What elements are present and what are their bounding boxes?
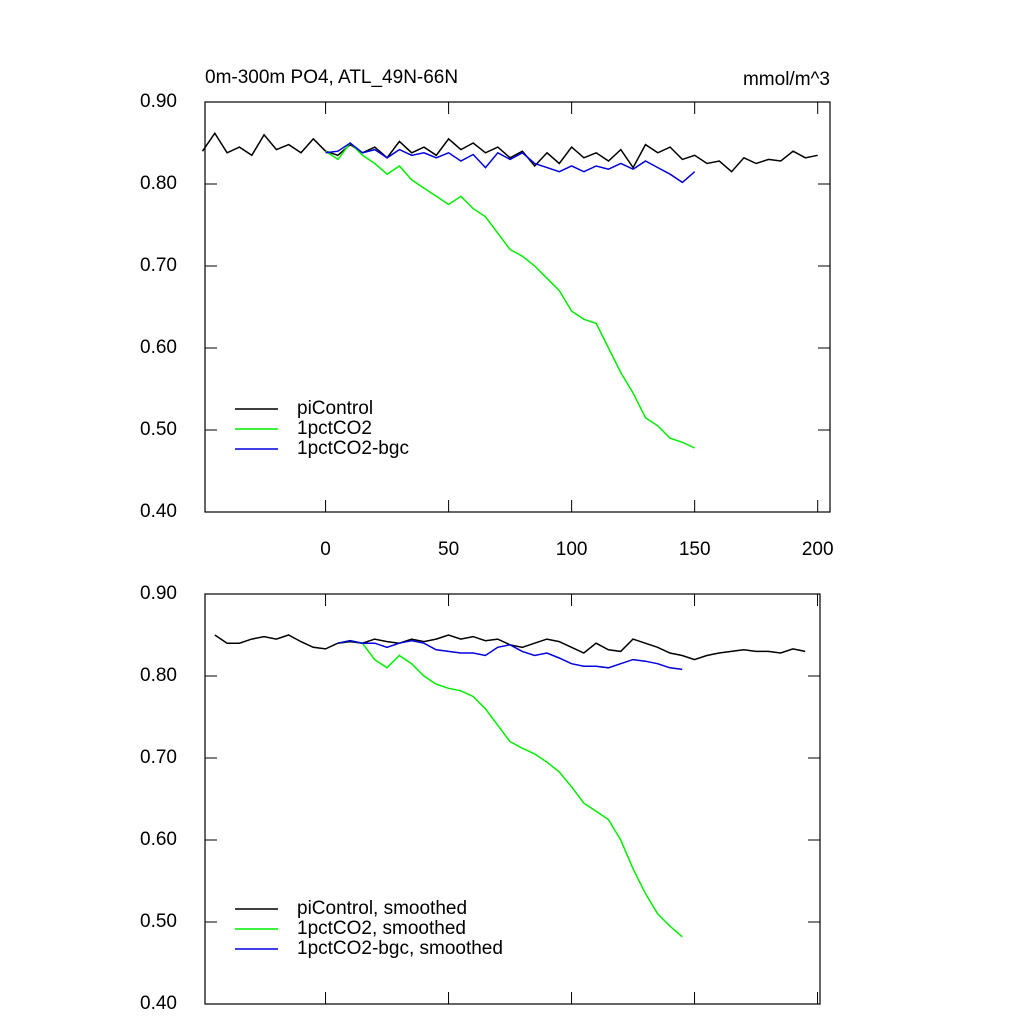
series-line — [337, 639, 683, 938]
x-tick-label: 150 — [679, 539, 711, 560]
legend-label: piControl, smoothed — [297, 898, 467, 919]
legend-label: 1pctCO2-bgc — [297, 438, 409, 459]
y-tick-label: 0.40 — [140, 501, 177, 522]
y-tick-label: 0.80 — [140, 173, 177, 194]
y-tick-label: 0.80 — [140, 665, 177, 686]
plot-frame — [204, 101, 831, 513]
x-tick-label: 200 — [802, 539, 834, 560]
chart-title: 0m-300m PO4, ATL_49N-66N — [205, 67, 458, 88]
legend-label: 1pctCO2 — [297, 418, 372, 439]
y-tick-label: 0.90 — [140, 91, 177, 112]
y-tick-label: 0.70 — [140, 747, 177, 768]
series-line — [201, 131, 818, 173]
y-tick-label: 0.50 — [140, 911, 177, 932]
legend-label: piControl — [297, 398, 373, 419]
y-tick-label: 0.50 — [140, 419, 177, 440]
units-label: mmol/m^3 — [743, 69, 830, 90]
y-tick-label: 0.40 — [140, 993, 177, 1014]
series-line — [337, 639, 683, 671]
y-tick-label: 0.60 — [140, 337, 177, 358]
series-line — [325, 142, 696, 184]
x-tick-label: 100 — [556, 539, 588, 560]
legend-label: 1pctCO2-bgc, smoothed — [297, 938, 503, 959]
y-tick-label: 0.70 — [140, 255, 177, 276]
y-tick-label: 0.60 — [140, 829, 177, 850]
series-line — [325, 141, 696, 449]
plot-frame — [204, 593, 821, 1005]
y-tick-label: 0.90 — [140, 583, 177, 604]
legend-label: 1pctCO2, smoothed — [297, 918, 466, 939]
x-tick-label: 0 — [320, 539, 331, 560]
x-tick-label: 50 — [438, 539, 459, 560]
series-line — [214, 634, 806, 661]
